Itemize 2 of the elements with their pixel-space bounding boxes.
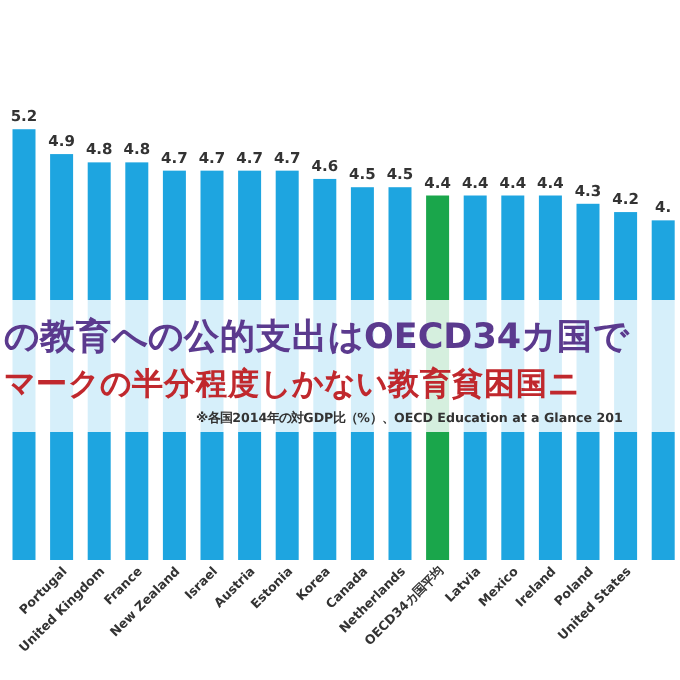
text: の教育への公的支出はOECD34カ国で (4, 314, 632, 358)
text: マークの半分程度しかない教育貧困国ニ (4, 364, 580, 402)
